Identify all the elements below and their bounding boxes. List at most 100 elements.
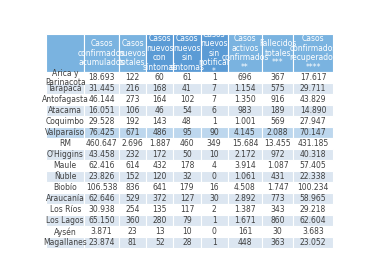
FancyBboxPatch shape bbox=[262, 73, 293, 83]
Text: Tarapacá: Tarapacá bbox=[48, 84, 83, 94]
Text: 1: 1 bbox=[212, 73, 216, 82]
FancyBboxPatch shape bbox=[46, 182, 84, 193]
Text: 61: 61 bbox=[182, 73, 192, 82]
FancyBboxPatch shape bbox=[146, 226, 173, 237]
Text: 172: 172 bbox=[152, 150, 167, 159]
Text: 7: 7 bbox=[212, 84, 216, 94]
Text: 0: 0 bbox=[212, 227, 216, 236]
FancyBboxPatch shape bbox=[146, 149, 173, 160]
FancyBboxPatch shape bbox=[146, 127, 173, 138]
FancyBboxPatch shape bbox=[293, 182, 333, 193]
FancyBboxPatch shape bbox=[293, 116, 333, 127]
FancyBboxPatch shape bbox=[173, 73, 201, 83]
Text: 127: 127 bbox=[180, 194, 194, 203]
Text: 60: 60 bbox=[155, 73, 165, 82]
Text: 1: 1 bbox=[212, 117, 216, 126]
FancyBboxPatch shape bbox=[119, 215, 146, 226]
Text: Los Lagos: Los Lagos bbox=[47, 216, 84, 225]
Text: 23.052: 23.052 bbox=[300, 238, 326, 247]
Text: 70.147: 70.147 bbox=[300, 129, 326, 137]
Text: 614: 614 bbox=[125, 161, 140, 170]
FancyBboxPatch shape bbox=[84, 34, 119, 73]
Text: 2.892: 2.892 bbox=[234, 194, 256, 203]
FancyBboxPatch shape bbox=[293, 34, 333, 73]
Text: Ñuble: Ñuble bbox=[54, 172, 77, 181]
FancyBboxPatch shape bbox=[146, 171, 173, 182]
FancyBboxPatch shape bbox=[46, 160, 84, 171]
Text: 6: 6 bbox=[212, 106, 216, 115]
FancyBboxPatch shape bbox=[84, 83, 119, 94]
FancyBboxPatch shape bbox=[262, 226, 293, 237]
FancyBboxPatch shape bbox=[201, 160, 228, 171]
Text: Maule: Maule bbox=[54, 161, 77, 170]
Text: 836: 836 bbox=[125, 183, 140, 192]
Text: O'Higgins: O'Higgins bbox=[47, 150, 84, 159]
FancyBboxPatch shape bbox=[84, 171, 119, 182]
FancyBboxPatch shape bbox=[228, 193, 262, 204]
FancyBboxPatch shape bbox=[46, 215, 84, 226]
FancyBboxPatch shape bbox=[201, 127, 228, 138]
Text: 13.455: 13.455 bbox=[264, 139, 291, 148]
Text: 13: 13 bbox=[155, 227, 165, 236]
Text: 1.671: 1.671 bbox=[234, 216, 256, 225]
Text: 916: 916 bbox=[270, 95, 285, 104]
Text: 29.218: 29.218 bbox=[300, 205, 326, 214]
Text: 161: 161 bbox=[238, 227, 252, 236]
FancyBboxPatch shape bbox=[293, 193, 333, 204]
FancyBboxPatch shape bbox=[173, 94, 201, 105]
Text: 569: 569 bbox=[270, 117, 285, 126]
Text: 431.185: 431.185 bbox=[297, 139, 329, 148]
FancyBboxPatch shape bbox=[146, 193, 173, 204]
FancyBboxPatch shape bbox=[201, 226, 228, 237]
Text: 65.150: 65.150 bbox=[88, 216, 115, 225]
FancyBboxPatch shape bbox=[119, 138, 146, 149]
FancyBboxPatch shape bbox=[119, 105, 146, 116]
Text: 4.508: 4.508 bbox=[234, 183, 256, 192]
Text: Aysén: Aysén bbox=[54, 227, 77, 237]
FancyBboxPatch shape bbox=[262, 34, 293, 73]
FancyBboxPatch shape bbox=[262, 237, 293, 248]
Text: RM: RM bbox=[59, 139, 71, 148]
FancyBboxPatch shape bbox=[173, 226, 201, 237]
Text: 232: 232 bbox=[125, 150, 139, 159]
Text: 1.087: 1.087 bbox=[267, 161, 289, 170]
FancyBboxPatch shape bbox=[228, 160, 262, 171]
Text: 1.350: 1.350 bbox=[234, 95, 256, 104]
Text: Coquimbo: Coquimbo bbox=[46, 117, 85, 126]
Text: 79: 79 bbox=[182, 216, 192, 225]
FancyBboxPatch shape bbox=[46, 73, 84, 83]
Text: 1.387: 1.387 bbox=[234, 205, 256, 214]
Text: 254: 254 bbox=[125, 205, 140, 214]
FancyBboxPatch shape bbox=[84, 215, 119, 226]
Text: 41: 41 bbox=[182, 84, 192, 94]
FancyBboxPatch shape bbox=[201, 94, 228, 105]
FancyBboxPatch shape bbox=[293, 237, 333, 248]
FancyBboxPatch shape bbox=[201, 215, 228, 226]
Text: 90: 90 bbox=[209, 129, 219, 137]
Text: Atacama: Atacama bbox=[48, 106, 82, 115]
FancyBboxPatch shape bbox=[119, 73, 146, 83]
Text: 102: 102 bbox=[180, 95, 194, 104]
FancyBboxPatch shape bbox=[146, 83, 173, 94]
FancyBboxPatch shape bbox=[262, 138, 293, 149]
Text: 1.747: 1.747 bbox=[267, 183, 289, 192]
FancyBboxPatch shape bbox=[46, 138, 84, 149]
Text: 273: 273 bbox=[125, 95, 140, 104]
Text: 50: 50 bbox=[182, 150, 192, 159]
Text: 120: 120 bbox=[152, 172, 167, 181]
Text: 32: 32 bbox=[182, 172, 192, 181]
Text: 58.965: 58.965 bbox=[300, 194, 326, 203]
Text: 1.061: 1.061 bbox=[234, 172, 256, 181]
Text: 14.890: 14.890 bbox=[300, 106, 326, 115]
Text: 3.914: 3.914 bbox=[234, 161, 256, 170]
Text: 983: 983 bbox=[238, 106, 252, 115]
Text: 17.617: 17.617 bbox=[300, 73, 326, 82]
FancyBboxPatch shape bbox=[293, 171, 333, 182]
Text: Casos
nuevos
sin
síntomas: Casos nuevos sin síntomas bbox=[169, 34, 204, 71]
FancyBboxPatch shape bbox=[84, 182, 119, 193]
FancyBboxPatch shape bbox=[119, 94, 146, 105]
FancyBboxPatch shape bbox=[262, 182, 293, 193]
Text: 1: 1 bbox=[212, 216, 216, 225]
Text: 30.938: 30.938 bbox=[88, 205, 115, 214]
FancyBboxPatch shape bbox=[46, 94, 84, 105]
